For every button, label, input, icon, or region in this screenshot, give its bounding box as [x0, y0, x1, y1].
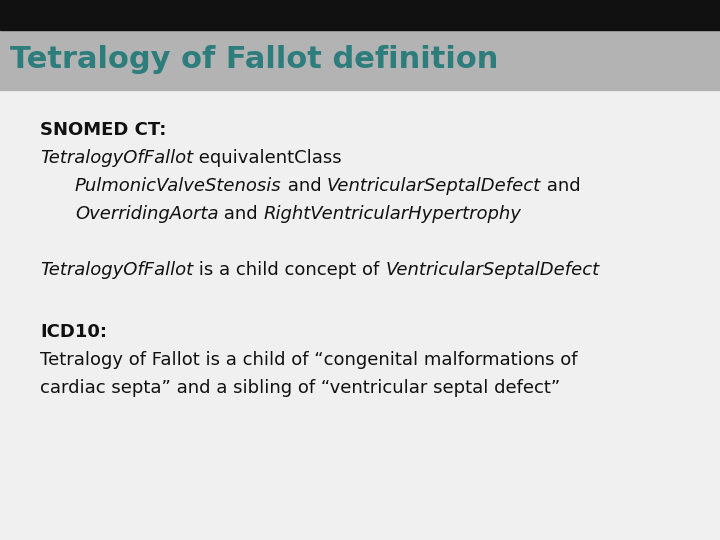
Bar: [0, 0, 720, 30]
Text: and: and: [218, 205, 264, 223]
Text: Tetralogy of Fallot definition: Tetralogy of Fallot definition: [10, 45, 498, 75]
Text: cardiac septa” and a sibling of “ventricular septal defect”: cardiac septa” and a sibling of “ventric…: [40, 379, 560, 396]
Text: is a child concept of: is a child concept of: [193, 261, 385, 279]
Text: TetralogyOfFallot: TetralogyOfFallot: [40, 149, 193, 167]
Text: and: and: [282, 177, 327, 195]
Text: VentricularSeptalDefect: VentricularSeptalDefect: [327, 177, 541, 195]
Text: and: and: [541, 177, 581, 195]
Text: VentricularSeptalDefect: VentricularSeptalDefect: [385, 261, 599, 279]
Bar: [0, 30, 720, 90]
Text: OverridingAorta: OverridingAorta: [75, 205, 218, 223]
Text: TetralogyOfFallot: TetralogyOfFallot: [40, 261, 193, 279]
Text: PulmonicValveStenosis: PulmonicValveStenosis: [75, 177, 282, 195]
Text: SNOMED CT:: SNOMED CT:: [40, 121, 166, 139]
Text: RightVentricularHypertrophy: RightVentricularHypertrophy: [264, 205, 522, 223]
Text: Tetralogy of Fallot is a child of “congenital malformations of: Tetralogy of Fallot is a child of “conge…: [40, 350, 577, 369]
Text: equivalentClass: equivalentClass: [193, 149, 342, 167]
Text: ICD10:: ICD10:: [40, 322, 107, 341]
